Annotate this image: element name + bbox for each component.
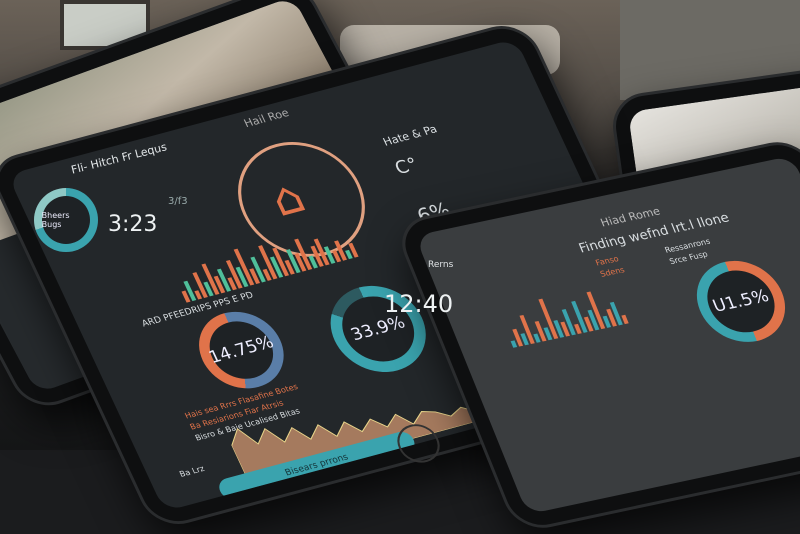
header: Hail Roe [241, 106, 292, 131]
stat-value: 14.75% [198, 314, 284, 386]
temp-readout: C° [391, 154, 422, 180]
area-series [231, 406, 481, 483]
phone-screen: Hiad Rome Finding wefnd lrt.l Ilone Fans… [414, 155, 800, 515]
stat-value: 33.9% [330, 288, 426, 370]
stat-ring: 14.75% [185, 302, 298, 398]
house-icon: ⌂ [261, 169, 314, 227]
stat-ring: U1.5% [683, 253, 799, 350]
footer-label: Ba Lrz [178, 464, 206, 479]
stat-value: U1.5% [697, 264, 785, 339]
side-label: Hate & Pa [380, 122, 440, 149]
bar-chart [487, 257, 629, 348]
